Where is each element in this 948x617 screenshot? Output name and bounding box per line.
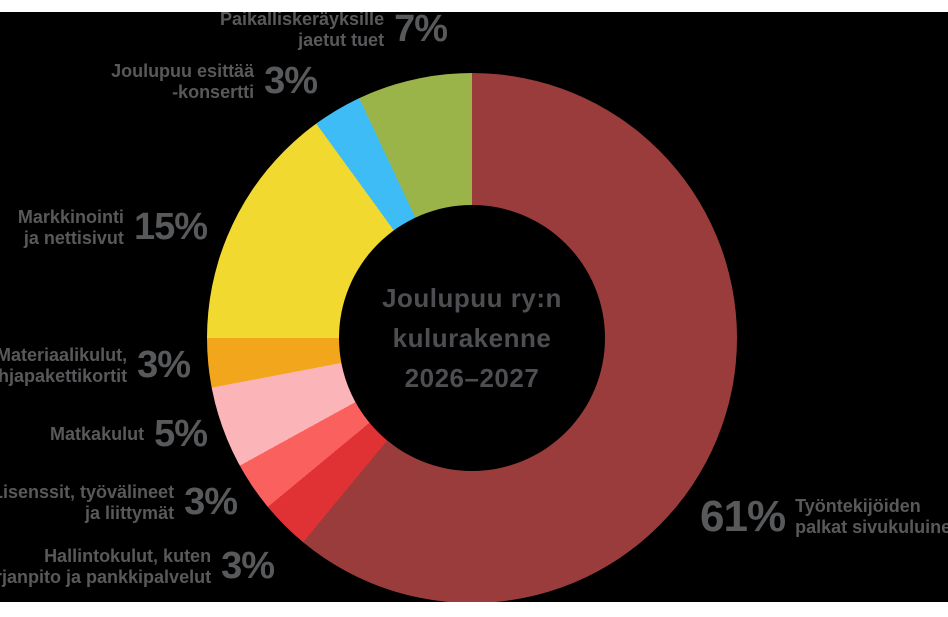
label-matkakulut: Matkakulut 5% xyxy=(50,413,208,456)
chart-title-line-2: kulurakenne xyxy=(392,323,552,353)
label-line: Joulupuu esittää xyxy=(111,60,255,81)
percent-matkakulut: 5% xyxy=(154,413,208,455)
label-palkat: 61% Työntekijöiden palkat sivukuluineen xyxy=(700,492,948,542)
label-hallintokulut-text: Hallintokulut, kuten kirjanpito ja pankk… xyxy=(0,546,211,588)
label-line: lahjapakettikortit xyxy=(0,365,128,386)
label-konsertti-text: Joulupuu esittää -konsertti xyxy=(111,61,254,103)
percent-konsertti: 3% xyxy=(264,60,318,102)
label-line: Lisenssit, työvälineet xyxy=(0,481,175,502)
label-lisenssit-text: Lisenssit, työvälineet ja liittymät xyxy=(0,482,174,524)
label-palkat-text: Työntekijöiden palkat sivukuluineen xyxy=(795,496,948,538)
bottom-margin xyxy=(0,602,948,617)
label-line: Markkinointi xyxy=(17,206,124,227)
label-materiaalikulut-text: Materiaalikulut, lahjapakettikortit xyxy=(0,345,127,387)
label-line: -konsertti xyxy=(172,81,255,102)
label-line: Työntekijöiden xyxy=(795,496,921,516)
label-line: palkat sivukuluineen xyxy=(795,517,948,537)
percent-paikalliskeraykset: 7% xyxy=(394,8,448,50)
label-markkinointi-text: Markkinointi ja nettisivut xyxy=(18,207,124,249)
percent-hallintokulut: 3% xyxy=(221,545,275,587)
label-materiaalikulut: Materiaalikulut, lahjapakettikortit 3% xyxy=(0,344,191,387)
label-markkinointi: Markkinointi ja nettisivut 15% xyxy=(18,206,208,249)
donut-hole: Joulupuu ry:n kulurakenne 2026–2027 xyxy=(339,205,605,471)
label-paikalliskeraykset-text: Paikalliskeräyksille jaetut tuet xyxy=(220,9,384,51)
percent-materiaalikulut: 3% xyxy=(137,344,191,386)
label-line: Materiaalikulut, xyxy=(0,344,128,365)
label-matkakulut-text: Matkakulut xyxy=(50,424,144,445)
label-line: ja liittymät xyxy=(85,502,175,523)
label-line: Paikalliskeräyksille xyxy=(219,8,385,29)
percent-lisenssit: 3% xyxy=(184,481,238,523)
label-line: jaetut tuet xyxy=(298,29,385,50)
label-line: ja nettisivut xyxy=(23,227,124,248)
label-paikalliskeraykset: Paikalliskeräyksille jaetut tuet 7% xyxy=(220,8,448,51)
label-lisenssit: Lisenssit, työvälineet ja liittymät 3% xyxy=(0,481,238,524)
label-line: Hallintokulut, kuten xyxy=(44,545,212,566)
label-konsertti: Joulupuu esittää -konsertti 3% xyxy=(111,60,318,103)
label-line: Matkakulut xyxy=(50,424,145,444)
percent-markkinointi: 15% xyxy=(133,206,208,248)
chart-title: Joulupuu ry:n kulurakenne 2026–2027 xyxy=(382,278,562,398)
top-margin xyxy=(0,0,948,12)
label-line: kirjanpito ja pankkipalvelut xyxy=(0,566,212,587)
percent-palkat: 61% xyxy=(700,492,786,541)
chart-title-line-1: Joulupuu ry:n xyxy=(382,283,562,313)
label-hallintokulut: Hallintokulut, kuten kirjanpito ja pankk… xyxy=(0,545,275,588)
chart-title-line-3: 2026–2027 xyxy=(404,363,540,393)
